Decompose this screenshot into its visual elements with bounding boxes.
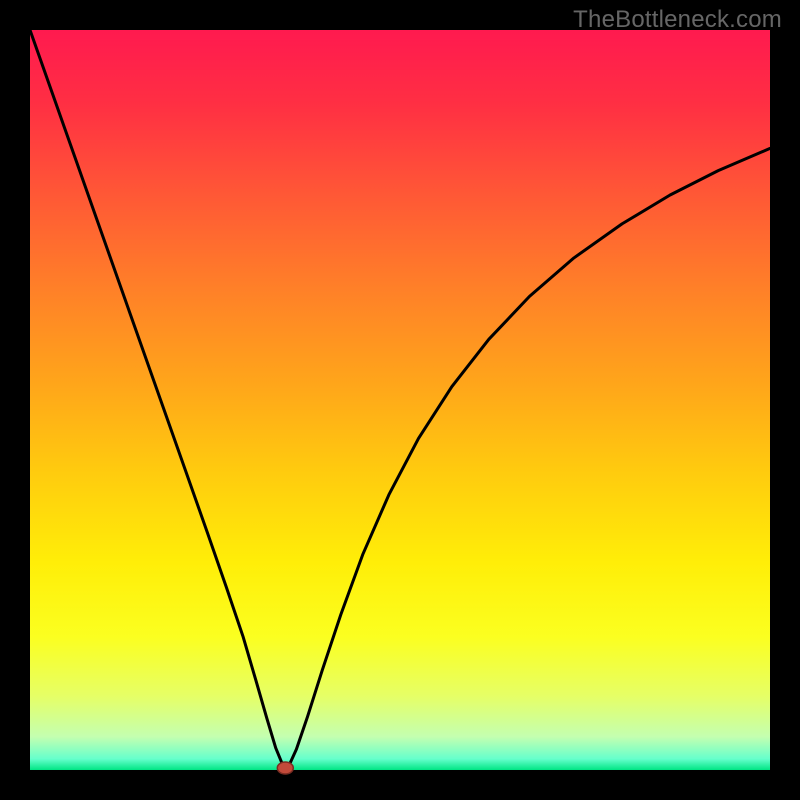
bottleneck-curve: [30, 30, 770, 770]
curve-overlay: [0, 0, 800, 800]
chart-container: TheBottleneck.com: [0, 0, 800, 800]
minimum-marker: [277, 762, 293, 774]
watermark-text: TheBottleneck.com: [573, 6, 782, 34]
